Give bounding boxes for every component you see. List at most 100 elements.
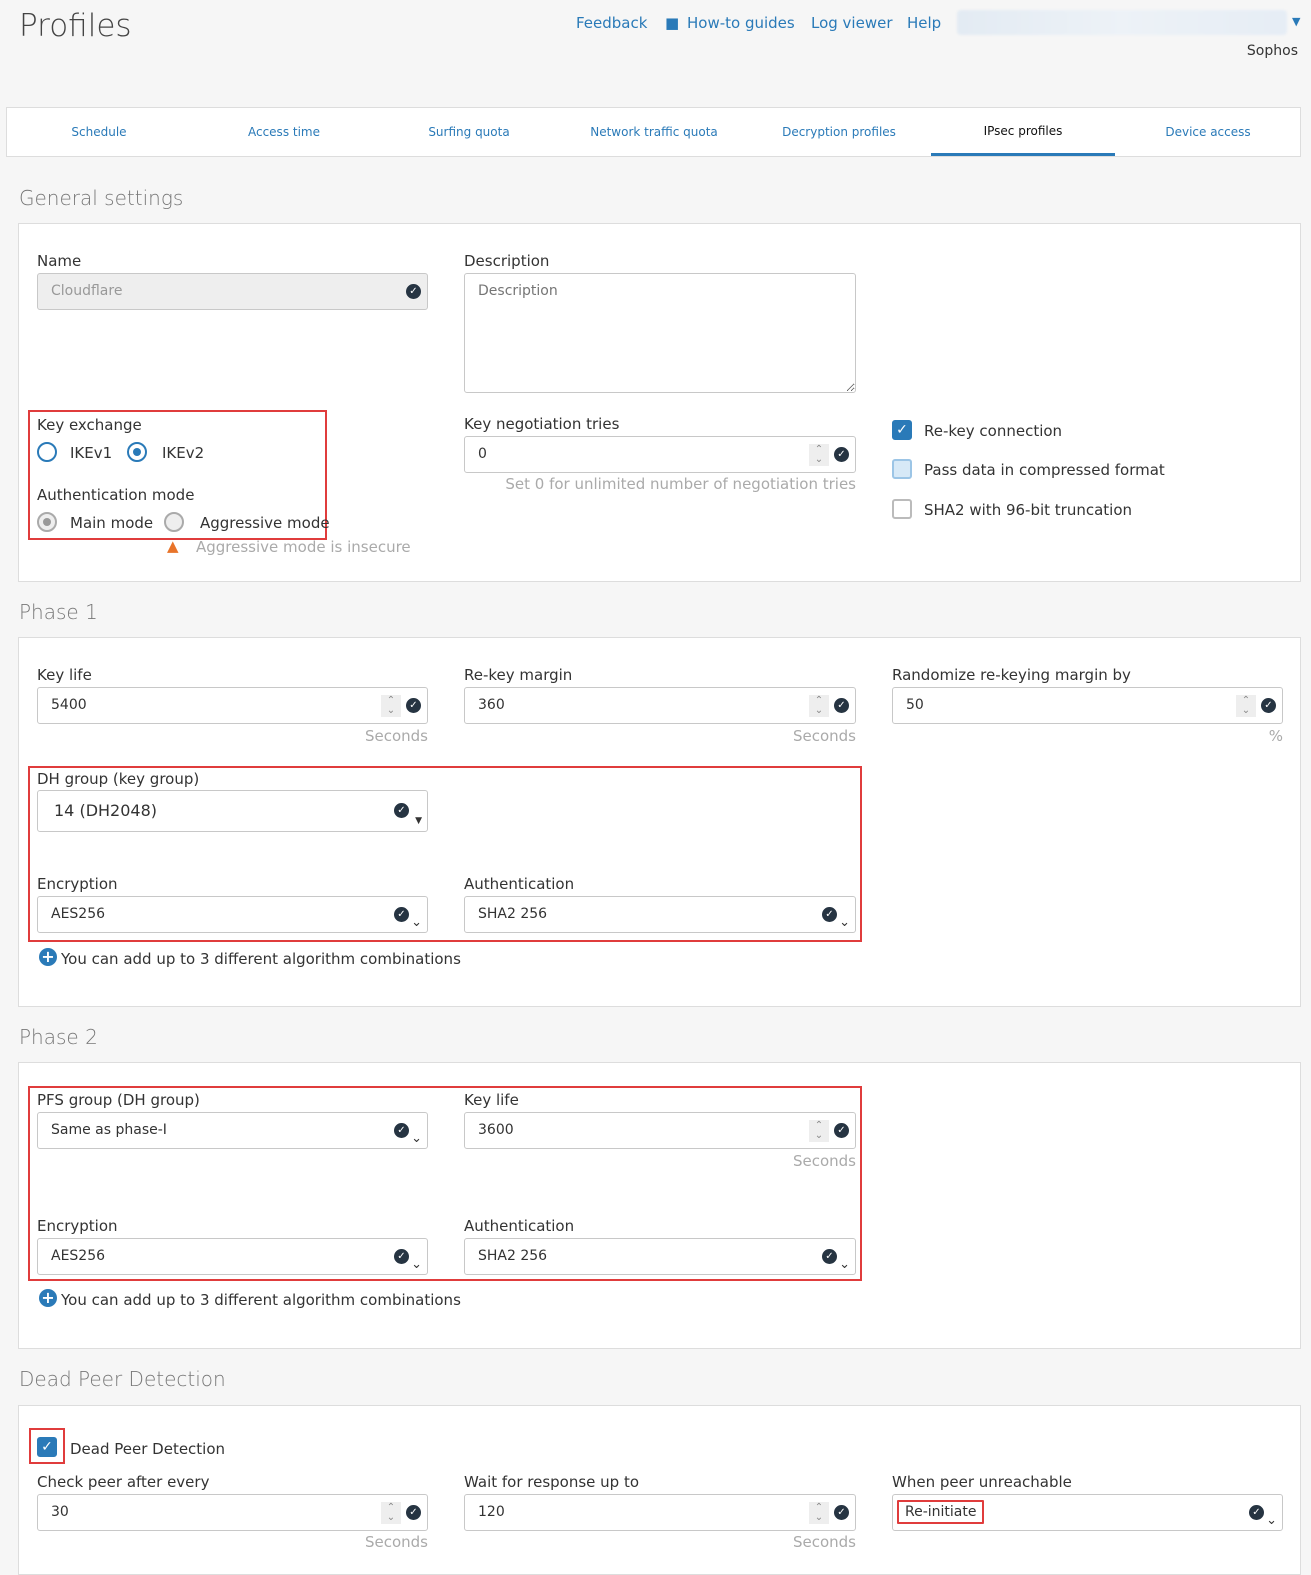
page-title: Profiles <box>19 8 132 44</box>
help-link[interactable]: Help <box>907 14 942 32</box>
key-life-value: 5400 <box>51 697 87 713</box>
check-icon: ✓ <box>1249 1505 1264 1520</box>
check-icon: ✓ <box>822 1249 837 1264</box>
section-title-phase2: Phase 2 <box>19 1025 98 1049</box>
add-combination-note: You can add up to 3 different algorithm … <box>61 950 461 968</box>
section-title-phase1: Phase 1 <box>19 600 98 624</box>
aggressive-mode-radio[interactable] <box>164 512 184 532</box>
key-life-label: Key life <box>464 1091 519 1109</box>
check-icon: ✓ <box>834 447 849 462</box>
authentication-value: SHA2 256 <box>478 1248 548 1264</box>
check-peer-value: 30 <box>51 1504 69 1520</box>
highlight-box <box>28 766 862 942</box>
tab-decryption-profiles[interactable]: Decryption profiles <box>782 125 896 139</box>
check-icon: ✓ <box>834 1123 849 1138</box>
ikev2-label: IKEv2 <box>162 444 205 462</box>
pfs-group-value: Same as phase-I <box>51 1122 167 1138</box>
percent-hint: % <box>1268 727 1283 745</box>
key-life-field[interactable]: 5400 ⌃ ⌄ ✓ <box>37 687 428 724</box>
main-mode-radio[interactable] <box>37 512 57 532</box>
tab-network-traffic-quota[interactable]: Network traffic quota <box>590 125 718 139</box>
dpd-panel <box>18 1405 1301 1575</box>
authentication-label: Authentication <box>464 875 575 893</box>
encryption-select[interactable]: AES256 ✓ ⌄ <box>37 896 428 933</box>
check-icon: ✓ <box>394 1123 409 1138</box>
feedback-link[interactable]: Feedback <box>576 14 648 32</box>
key-life-value: 3600 <box>478 1122 514 1138</box>
tab-surfing-quota[interactable]: Surfing quota <box>428 125 510 139</box>
tab-access-time[interactable]: Access time <box>247 125 320 139</box>
description-field[interactable] <box>464 273 856 393</box>
spinner-icon[interactable]: ⌃ ⌄ <box>809 695 829 717</box>
name-field[interactable]: Cloudflare ✓ <box>37 273 428 310</box>
dpd-checkbox[interactable]: ✓ <box>37 1437 57 1457</box>
check-icon: ✓ <box>406 1505 421 1520</box>
pfs-group-label: PFS group (DH group) <box>37 1091 200 1109</box>
add-combination-icon[interactable]: + <box>39 948 57 966</box>
add-combination-note: You can add up to 3 different algorithm … <box>61 1291 461 1309</box>
user-menu[interactable] <box>957 10 1287 35</box>
rekey-label: Re-key connection <box>924 422 1063 440</box>
add-combination-icon[interactable]: + <box>39 1289 57 1307</box>
key-life-field[interactable]: 3600 ⌃ ⌄ ✓ <box>464 1112 856 1149</box>
dh-group-label: DH group (key group) <box>37 770 200 788</box>
chevron-down-icon: ⌄ <box>839 1257 850 1272</box>
section-title-general: General settings <box>19 186 184 210</box>
check-peer-field[interactable]: 30 ⌃ ⌄ ✓ <box>37 1494 428 1531</box>
check-icon: ✓ <box>822 907 837 922</box>
key-negotiation-label: Key negotiation tries <box>464 415 620 433</box>
auth-mode-label: Authentication mode <box>37 486 195 504</box>
wait-response-field[interactable]: 120 ⌃ ⌄ ✓ <box>464 1494 856 1531</box>
check-icon: ✓ <box>834 1505 849 1520</box>
key-life-label: Key life <box>37 666 92 684</box>
ikev2-radio[interactable] <box>127 442 147 462</box>
compress-label: Pass data in compressed format <box>924 461 1165 479</box>
highlight-box <box>28 1086 862 1281</box>
tab-schedule[interactable]: Schedule <box>71 125 127 139</box>
randomize-label: Randomize re-keying margin by <box>892 666 1131 684</box>
dh-group-select[interactable]: 14 (DH2048) ✓ ▼ <box>37 790 428 832</box>
rekey-checkbox[interactable]: ✓ <box>892 420 912 440</box>
tab-ipsec-profiles[interactable]: IPsec profiles <box>931 108 1115 156</box>
ikev1-radio[interactable] <box>37 442 57 462</box>
encryption-label: Encryption <box>37 1217 118 1235</box>
key-exchange-label: Key exchange <box>37 416 142 434</box>
highlight-box <box>28 410 327 540</box>
encryption-value: AES256 <box>51 1248 106 1264</box>
spinner-icon[interactable]: ⌃ ⌄ <box>809 1120 829 1142</box>
seconds-hint: Seconds <box>364 1533 428 1551</box>
tab-device-access[interactable]: Device access <box>1165 125 1251 139</box>
spinner-icon[interactable]: ⌃ ⌄ <box>809 1502 829 1524</box>
chevron-down-icon[interactable]: ▼ <box>1292 15 1301 28</box>
spinner-icon[interactable]: ⌃ ⌄ <box>809 444 829 466</box>
peer-unreachable-label: When peer unreachable <box>892 1473 1072 1491</box>
encryption-value: AES256 <box>51 906 106 922</box>
authentication-select[interactable]: SHA2 256 ✓ ⌄ <box>464 896 856 933</box>
how-to-guides-link[interactable]: How-to guides <box>687 14 795 32</box>
peer-unreachable-value: Re-initiate <box>897 1500 985 1524</box>
warning-icon: ▲ <box>167 537 179 555</box>
spinner-icon[interactable]: ⌃ ⌄ <box>1236 695 1256 717</box>
spinner-icon[interactable]: ⌃ ⌄ <box>381 1502 401 1524</box>
seconds-hint: Seconds <box>792 727 856 745</box>
caret-down-icon: ▼ <box>415 816 422 826</box>
chevron-down-icon: ⌄ <box>1266 1513 1277 1528</box>
sha2-checkbox[interactable] <box>892 499 912 519</box>
compress-checkbox[interactable] <box>892 459 912 479</box>
log-viewer-link[interactable]: Log viewer <box>811 14 893 32</box>
peer-unreachable-select[interactable]: Re-initiate ✓ ⌄ <box>892 1494 1283 1531</box>
tab-bar: Schedule Access time Surfing quota Netwo… <box>6 107 1301 157</box>
key-negotiation-field[interactable]: 0 ⌃ ⌄ ✓ <box>464 436 856 473</box>
seconds-hint: Seconds <box>792 1533 856 1551</box>
encryption-label: Encryption <box>37 875 118 893</box>
spinner-icon[interactable]: ⌃ ⌄ <box>381 695 401 717</box>
check-icon: ✓ <box>406 698 421 713</box>
encryption-select[interactable]: AES256 ✓ ⌄ <box>37 1238 428 1275</box>
wait-response-label: Wait for response up to <box>464 1473 640 1491</box>
authentication-select[interactable]: SHA2 256 ✓ ⌄ <box>464 1238 856 1275</box>
rekey-margin-field[interactable]: 360 ⌃ ⌄ ✓ <box>464 687 856 724</box>
org-name: Sophos <box>1246 43 1298 59</box>
pfs-group-select[interactable]: Same as phase-I ✓ ⌄ <box>37 1112 428 1149</box>
randomize-field[interactable]: 50 ⌃ ⌄ ✓ <box>892 687 1283 724</box>
aggressive-mode-label: Aggressive mode <box>200 514 330 532</box>
